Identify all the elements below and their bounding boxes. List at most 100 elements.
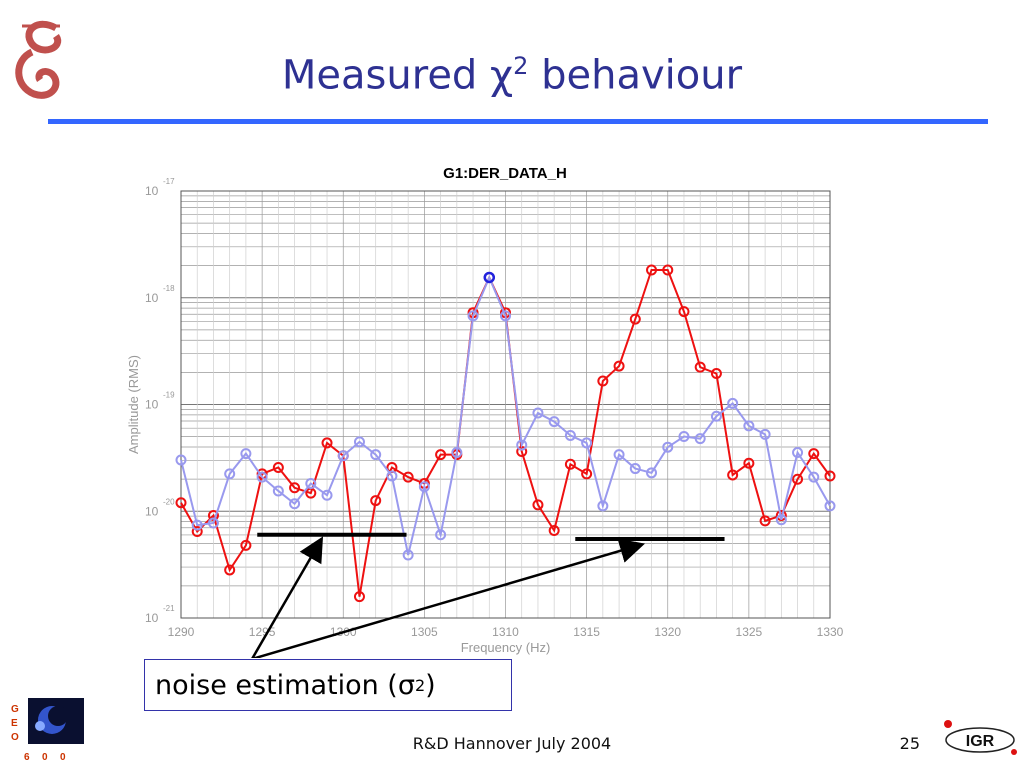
geo-letter-g: G	[11, 704, 19, 715]
data-point	[678, 306, 690, 318]
data-point	[710, 368, 722, 380]
series-line	[180, 268, 831, 597]
slide-title-tail: behaviour	[528, 52, 743, 99]
noise-label-tail: )	[425, 669, 436, 701]
y-tick-label: 10 -19	[145, 391, 175, 412]
data-point	[435, 449, 447, 461]
data-point	[272, 485, 284, 497]
y-tick-exp: -17	[163, 177, 175, 186]
data-point	[305, 477, 317, 489]
data-point	[224, 564, 236, 576]
series-line	[180, 274, 831, 556]
data-point	[353, 591, 365, 603]
data-point	[532, 407, 544, 419]
y-tick-base: 10	[145, 184, 159, 198]
data-point	[759, 515, 771, 527]
data-point	[207, 517, 219, 529]
data-point	[418, 481, 430, 493]
data-point	[321, 437, 333, 449]
geo-digit-6: 6	[24, 752, 30, 763]
annotation-arrow	[251, 538, 645, 658]
data-point	[386, 470, 398, 482]
x-tick-label: 1320	[654, 625, 681, 639]
data-point	[175, 497, 187, 509]
data-point	[597, 500, 609, 512]
data-point	[710, 410, 722, 422]
data-point	[646, 467, 658, 479]
series-1	[175, 271, 836, 561]
data-point	[727, 397, 739, 409]
data-point	[289, 498, 301, 510]
data-point	[370, 449, 382, 461]
data-point	[532, 499, 544, 511]
data-point	[516, 439, 528, 451]
data-point	[402, 471, 414, 483]
annotation-arrows	[251, 536, 645, 658]
data-point	[548, 524, 560, 536]
plot-frame	[180, 190, 831, 619]
y-tick-base: 10	[145, 611, 159, 625]
chart-grid	[180, 191, 831, 619]
data-point	[467, 310, 479, 322]
data-point	[548, 416, 560, 428]
amplitude-chart: G1:DER_DATA_H 10-1710-1810-1910-2010-21 …	[126, 165, 844, 658]
footer-center: R&D Hannover July 2004	[412, 734, 612, 753]
x-tick-label: 1290	[168, 625, 195, 639]
data-point	[451, 447, 463, 459]
y-tick-exp: -21	[163, 604, 175, 613]
igr-logo-text: IGR	[966, 733, 995, 750]
data-point	[613, 449, 625, 461]
chart-title: G1:DER_DATA_H	[443, 165, 567, 182]
data-point	[224, 468, 236, 480]
x-tick-label: 1315	[573, 625, 600, 639]
chart-series	[175, 264, 836, 603]
y-axis-ticks: 10 -17 10 -18 10 -19 10 -20 10 -21	[145, 177, 175, 625]
y-axis-label: Amplitude (RMS)	[126, 355, 141, 454]
geo-digit-0b: 0	[60, 752, 66, 763]
slide-title-sup: 2	[513, 52, 529, 80]
noise-label-sup: 2	[414, 675, 426, 695]
data-point	[564, 458, 576, 470]
data-point	[240, 539, 252, 551]
title-divider	[48, 119, 988, 124]
annotation-arrow	[251, 536, 324, 658]
y-tick-exp: -20	[163, 497, 175, 506]
data-point	[581, 437, 593, 449]
slide-title-main: Measured χ	[281, 52, 514, 99]
data-point	[581, 468, 593, 480]
data-point	[191, 519, 203, 531]
data-point	[743, 420, 755, 432]
noise-estimation-label: noise estimation (σ 2)	[144, 659, 512, 711]
x-tick-label: 1330	[817, 625, 844, 639]
data-point	[629, 313, 641, 325]
data-point	[353, 436, 365, 448]
page-number: 25	[899, 734, 920, 753]
data-point	[272, 461, 284, 473]
data-point	[808, 448, 820, 460]
data-point	[435, 529, 447, 541]
geo600-logo: G E O 6 0 0	[11, 698, 84, 763]
y-tick-label: 10 -18	[145, 284, 175, 305]
data-point	[694, 433, 706, 445]
data-point	[775, 510, 787, 522]
data-point	[678, 431, 690, 443]
igr-logo: IGR	[944, 720, 1017, 755]
data-point	[743, 457, 755, 469]
geo-letter-o: O	[11, 732, 19, 743]
data-point	[727, 469, 739, 481]
data-point	[694, 361, 706, 373]
data-point	[191, 526, 203, 538]
data-point	[564, 429, 576, 441]
x-axis-label: Frequency (Hz)	[461, 640, 551, 655]
data-point	[792, 447, 804, 459]
data-point	[597, 375, 609, 387]
data-point	[613, 360, 625, 372]
data-point	[662, 264, 674, 276]
data-point	[321, 489, 333, 501]
data-point	[792, 473, 804, 485]
slide-title: Measured χ2 behaviour	[0, 52, 1024, 98]
data-point	[759, 428, 771, 440]
data-point	[337, 450, 349, 462]
y-tick-exp: -19	[163, 391, 175, 400]
data-point	[646, 264, 658, 276]
